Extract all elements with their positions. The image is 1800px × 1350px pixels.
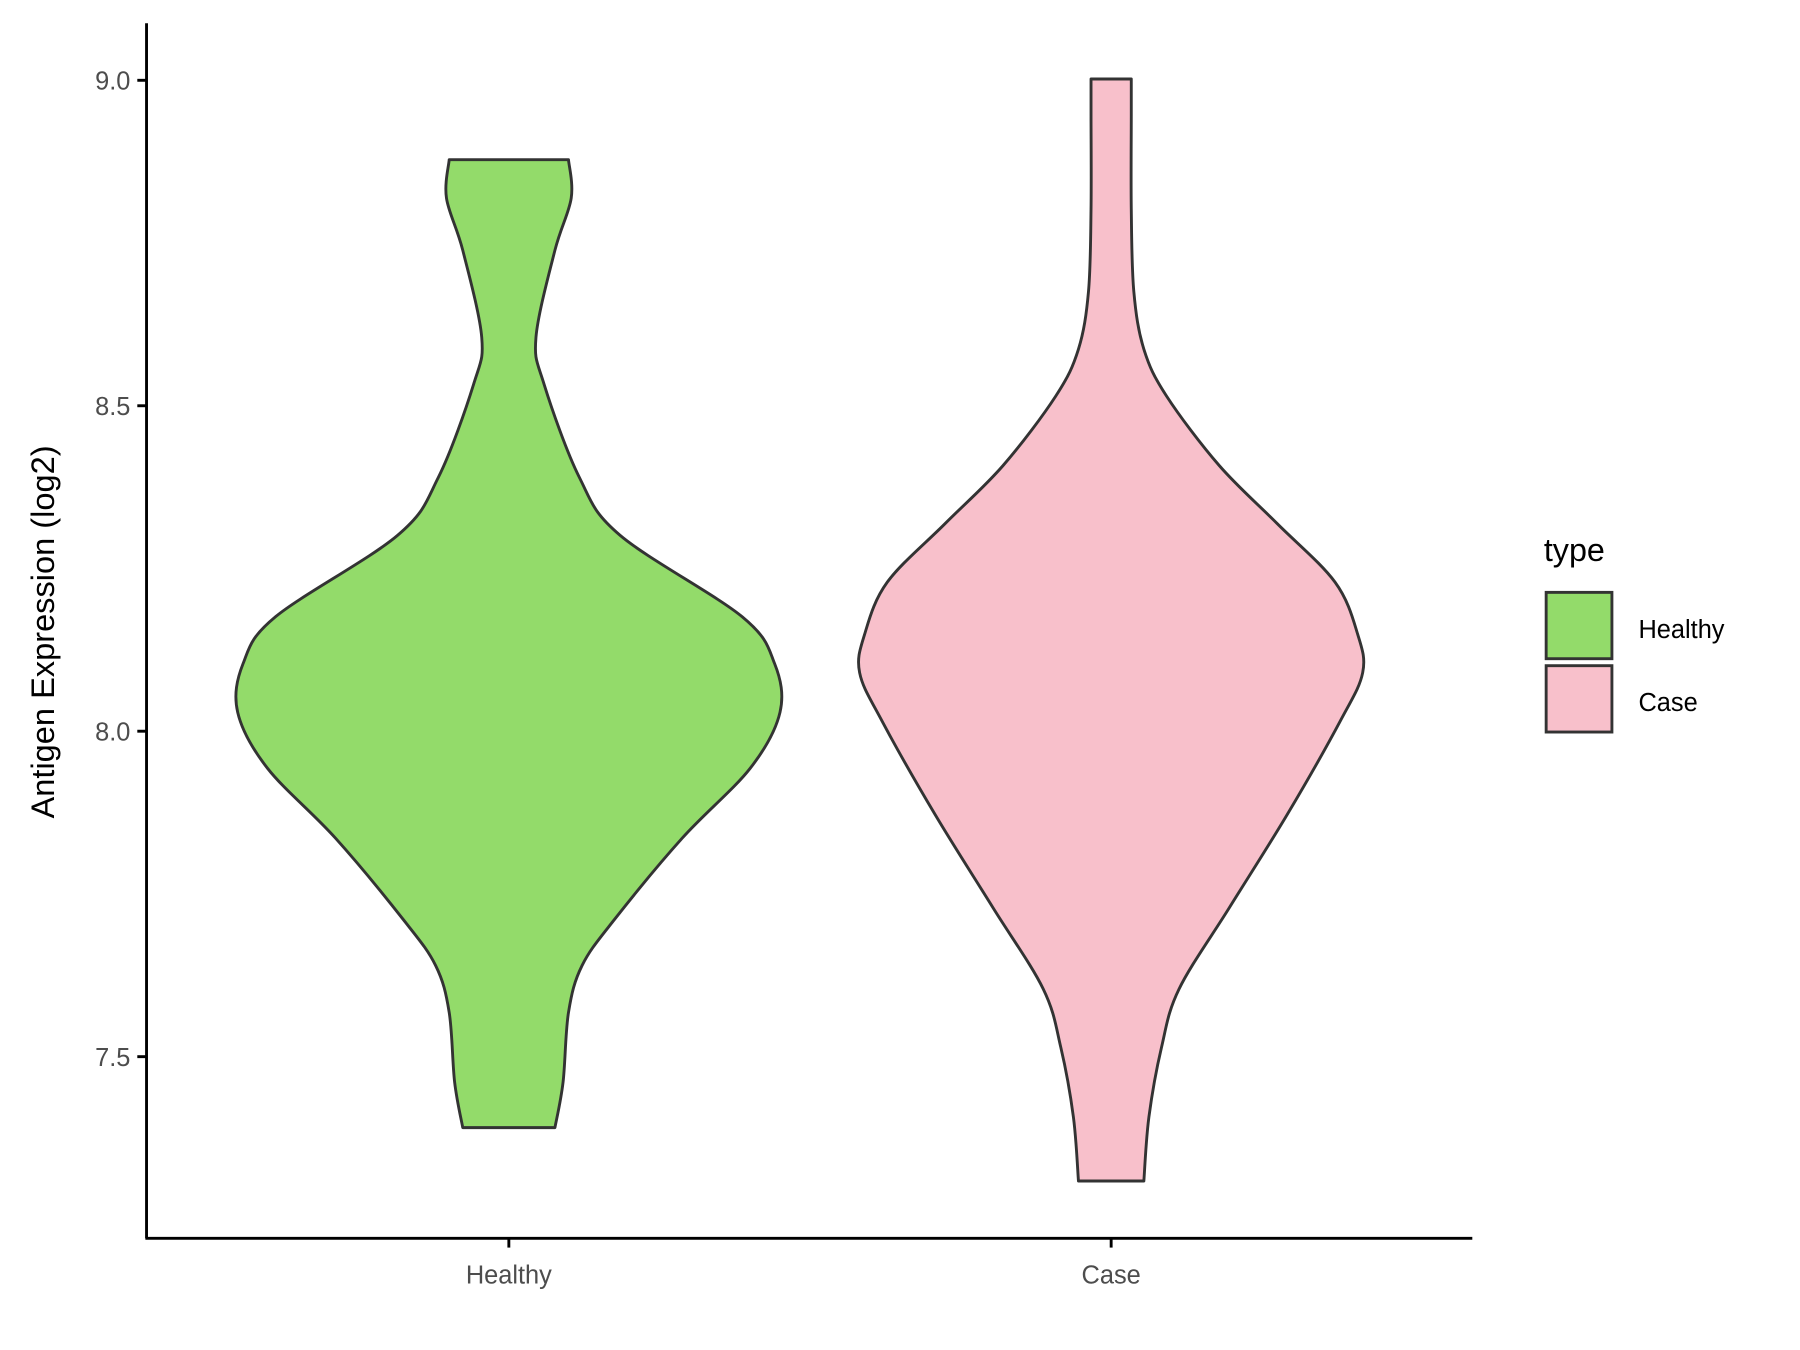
y-tick-label: 8.5	[95, 393, 130, 421]
legend-key-case	[1544, 664, 1614, 734]
legend-label-case: Case	[1638, 689, 1697, 717]
violin-case	[857, 77, 1366, 1183]
y-tick-label: 7.5	[95, 1044, 130, 1072]
legend-title: type	[1544, 532, 1605, 568]
y-tick-label: 9.0	[95, 68, 130, 96]
x-tick-label: Case	[1082, 1262, 1141, 1290]
violins	[234, 77, 1366, 1183]
legend: type Healthy Case	[1544, 532, 1725, 734]
y-ticks: 7.5 8.0 8.5 9.0	[95, 68, 147, 1072]
x-ticks: Healthy Case	[466, 1238, 1141, 1290]
y-tick-label: 8.0	[95, 718, 130, 746]
legend-label-healthy: Healthy	[1638, 616, 1724, 644]
violin-healthy	[234, 158, 784, 1130]
legend-key-healthy	[1544, 590, 1614, 661]
y-axis-label: Antigen Expression (log2)	[25, 445, 61, 818]
x-tick-label: Healthy	[466, 1262, 552, 1290]
